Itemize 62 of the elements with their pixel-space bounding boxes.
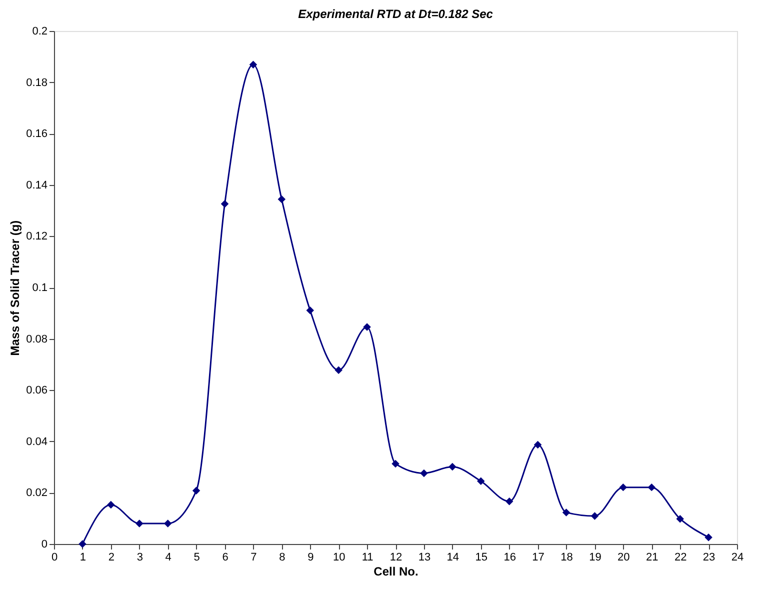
point [278, 195, 286, 204]
x-tick-label: 18 [560, 552, 573, 564]
y-tick-label: 0.08 [26, 333, 48, 346]
x-tick-label: 1 [80, 552, 86, 564]
y-tick-label: 0.14 [26, 179, 48, 192]
y-tick-label: 0.12 [26, 230, 48, 243]
x-tick-label: 4 [165, 552, 172, 564]
point [534, 440, 542, 449]
point [220, 200, 229, 208]
point [107, 500, 115, 509]
x-tick-label: 16 [504, 552, 516, 564]
x-tick-label: 5 [194, 552, 200, 564]
y-tick-label: 0.16 [26, 128, 48, 140]
point [562, 508, 570, 516]
x-tick-label: 22 [674, 552, 687, 564]
x-tick-label: 19 [589, 552, 602, 564]
x-tick-label: 0 [51, 552, 58, 564]
point [78, 540, 86, 548]
x-tick-label: 2 [108, 552, 114, 564]
y-tick-label: 0.1 [32, 282, 48, 294]
point [306, 306, 314, 314]
x-tick-label: 15 [475, 552, 488, 564]
point [136, 520, 144, 528]
point [420, 469, 428, 478]
x-tick-label: 6 [222, 552, 228, 564]
y-tick-label: 0.18 [26, 76, 48, 89]
x-tick-label: 8 [279, 552, 286, 564]
x-tick-label: 12 [390, 552, 402, 564]
point [505, 498, 514, 506]
y-tick-label: 0.2 [32, 26, 48, 38]
x-tick-label: 7 [250, 552, 257, 564]
y-tick-label: 0.06 [26, 384, 48, 397]
x-tick-label: 24 [731, 552, 744, 564]
x-tick-label: 11 [362, 552, 374, 564]
chart-title: Experimental RTD at Dt=0.182 Sec [298, 7, 494, 21]
y-tick-label: 0.02 [26, 487, 48, 500]
point [249, 60, 258, 68]
point [392, 460, 400, 468]
x-axis-title: Cell No. [374, 564, 418, 578]
x-tick-label: 9 [308, 552, 314, 564]
x-tick-label: 23 [702, 552, 716, 564]
x-tick-label: 13 [418, 552, 431, 564]
point [192, 486, 200, 495]
y-tick-label: 0.04 [26, 436, 48, 448]
point [334, 366, 342, 374]
y-axis-title: Mass of Solid Tracer (g) [8, 220, 22, 356]
x-tick-label: 14 [446, 552, 460, 564]
x-tick-label: 21 [646, 552, 658, 564]
point [448, 462, 456, 471]
x-tick-label: 20 [618, 552, 630, 564]
x-tick-label: 10 [332, 552, 346, 564]
point [477, 477, 485, 486]
point [363, 323, 371, 331]
y-tick-label: 0 [41, 538, 48, 550]
point [648, 483, 656, 492]
point [164, 520, 172, 528]
point [590, 512, 599, 520]
x-tick-label: 17 [532, 552, 544, 564]
point [704, 533, 712, 542]
point [676, 514, 684, 523]
point [619, 483, 628, 492]
x-tick-label: 3 [136, 552, 143, 564]
